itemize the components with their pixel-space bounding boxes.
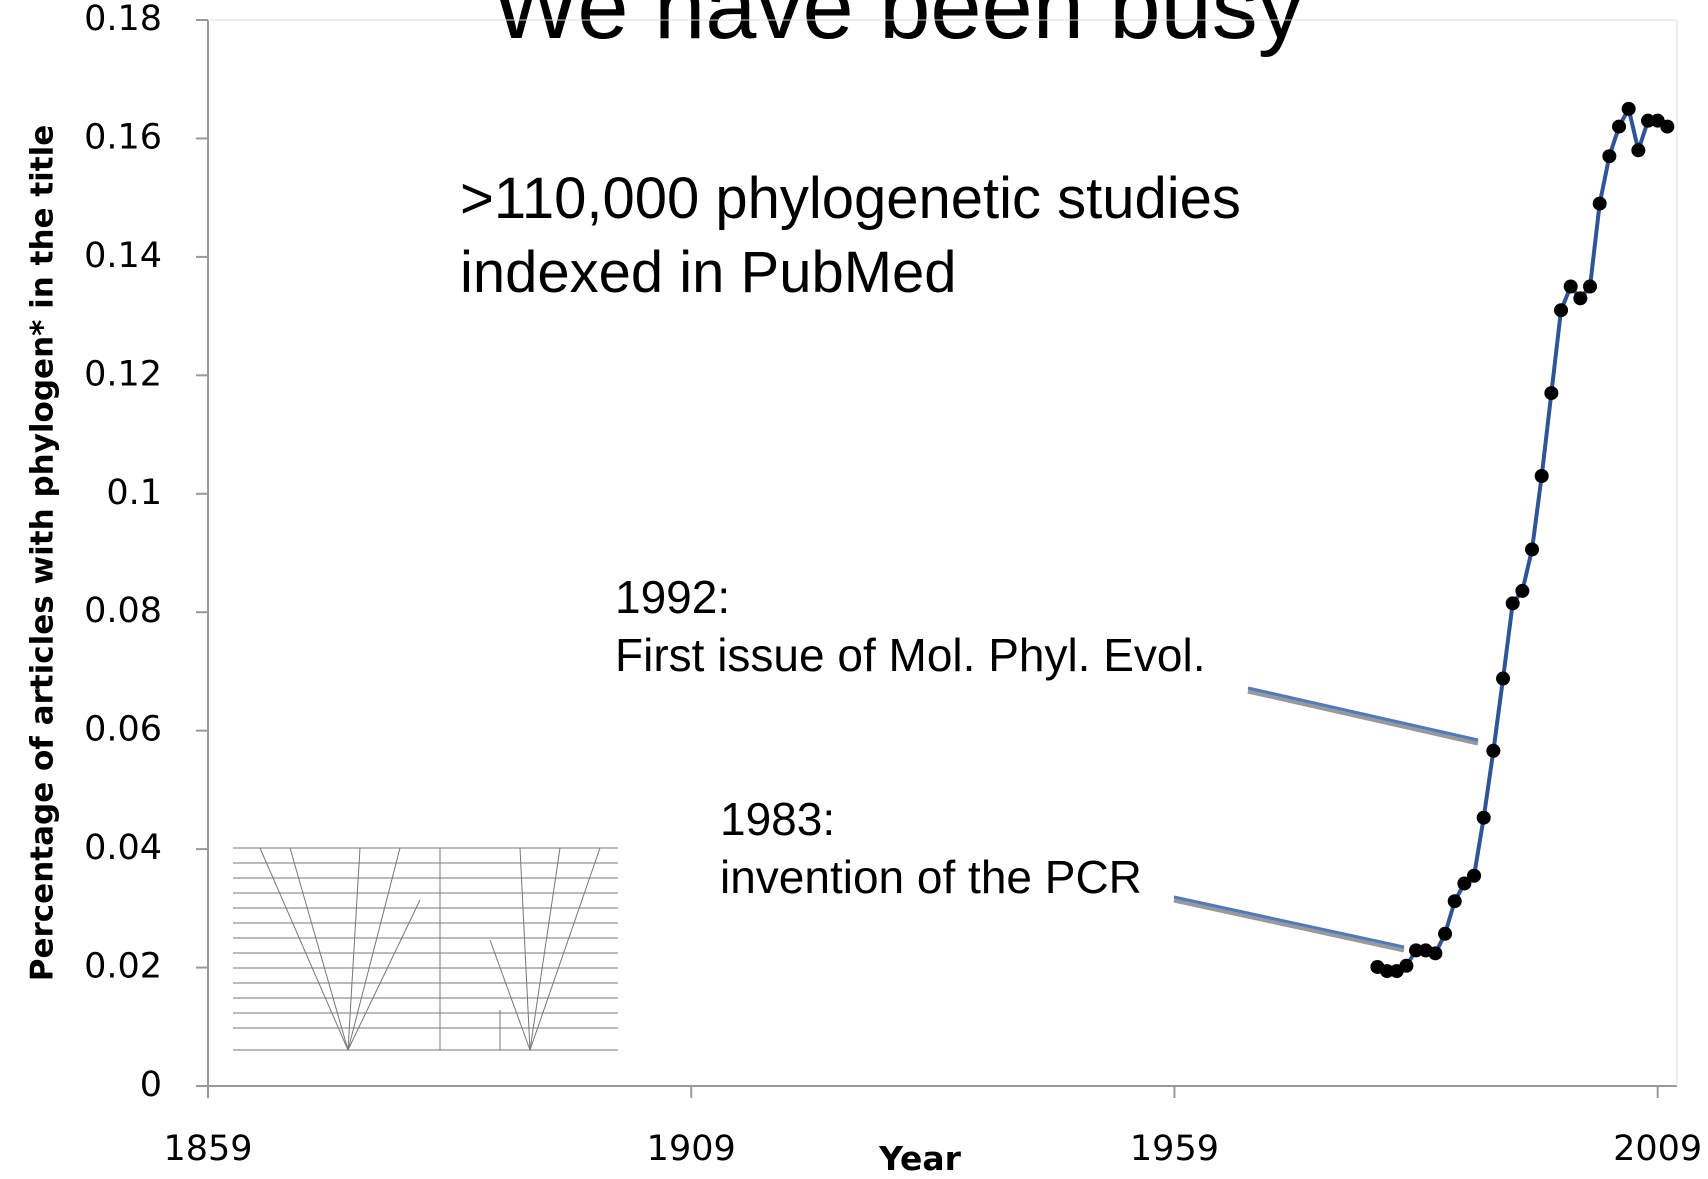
- annotation-arrow-shadow: [1174, 900, 1404, 950]
- y-tick-label: 0.16: [84, 117, 162, 157]
- data-point: [1486, 744, 1500, 758]
- y-tick-label: 0.02: [84, 947, 162, 987]
- data-point: [1399, 959, 1413, 973]
- data-point: [1448, 894, 1462, 908]
- data-point: [1496, 672, 1510, 686]
- data-point: [1477, 811, 1491, 825]
- x-tick-label: 1859: [163, 1129, 252, 1169]
- annotation: 1992:: [615, 571, 730, 623]
- y-tick-label: 0.1: [106, 473, 162, 513]
- data-point: [1660, 120, 1674, 134]
- y-tick-label: 0.04: [84, 828, 162, 868]
- data-point: [1467, 869, 1481, 883]
- data-point: [1438, 927, 1452, 941]
- darwin-tree-illustration: [233, 848, 618, 1050]
- y-tick-label: 0.14: [84, 236, 162, 276]
- data-point: [1602, 149, 1616, 163]
- data-point: [1544, 386, 1558, 400]
- annotation-arrow: [1174, 897, 1404, 947]
- annotation: 1983:: [720, 793, 835, 845]
- annotation-arrow: [1248, 688, 1478, 740]
- annotation: >110,000 phylogenetic studies: [460, 166, 1241, 231]
- x-tick-label: 2009: [1613, 1129, 1702, 1169]
- data-point: [1564, 280, 1578, 294]
- data-point: [1583, 280, 1597, 294]
- y-tick-label: 0.08: [84, 591, 162, 631]
- data-point: [1428, 946, 1442, 960]
- x-tick-label: 1909: [647, 1129, 736, 1169]
- data-point: [1506, 596, 1520, 610]
- data-point: [1525, 542, 1539, 556]
- y-tick-label: 0.12: [84, 354, 162, 394]
- data-line: [1377, 109, 1667, 971]
- data-point: [1554, 303, 1568, 317]
- data-point: [1593, 197, 1607, 211]
- data-point: [1631, 143, 1645, 157]
- data-point: [1573, 291, 1587, 305]
- chart: We have been busy Percentage of articles…: [0, 0, 1708, 1179]
- annotation: invention of the PCR: [720, 851, 1142, 903]
- annotation-arrow-shadow: [1248, 691, 1478, 743]
- x-axis-label: Year: [878, 1139, 962, 1178]
- data-point: [1535, 469, 1549, 483]
- data-point: [1612, 120, 1626, 134]
- y-tick-label: 0: [140, 1065, 162, 1105]
- annotation: indexed in PubMed: [460, 240, 957, 305]
- data-point: [1622, 102, 1636, 116]
- y-tick-label: 0.18: [84, 0, 162, 39]
- chart-title: We have been busy: [492, 0, 1304, 58]
- y-axis-label: Percentage of articles with phylogen* in…: [25, 125, 61, 981]
- y-tick-label: 0.06: [84, 710, 162, 750]
- x-tick-label: 1959: [1130, 1129, 1219, 1169]
- data-point: [1515, 584, 1529, 598]
- annotation: First issue of Mol. Phyl. Evol.: [615, 629, 1206, 681]
